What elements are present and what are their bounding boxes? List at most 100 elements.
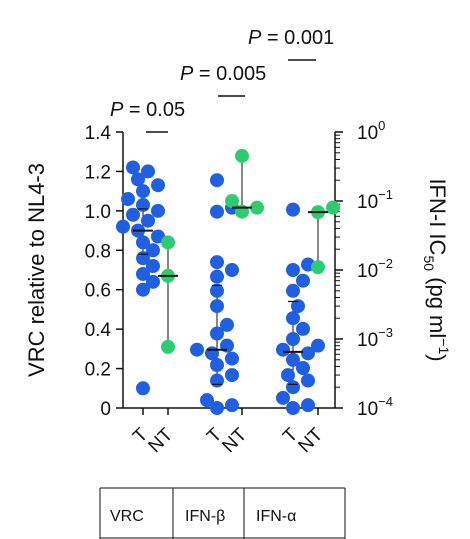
tick-base: 10 <box>357 192 378 213</box>
y-left-tick-label: 0.4 <box>85 320 112 341</box>
point-NT <box>311 260 325 275</box>
point-T <box>210 299 224 314</box>
point-T <box>126 207 140 222</box>
y-left-tick-label: 0.2 <box>85 360 111 381</box>
y-left-tick-label: 0 <box>100 399 111 420</box>
point-T <box>296 273 310 288</box>
p-symbol: P <box>180 63 194 85</box>
point-T <box>210 373 224 388</box>
tick-base: 10 <box>357 123 378 144</box>
p-value-annotation: P = 0.001 <box>248 27 334 49</box>
p-value: = 0.001 <box>261 27 334 49</box>
point-T <box>301 346 315 361</box>
point-T <box>225 263 239 277</box>
point-T <box>141 213 155 228</box>
point-T <box>210 283 224 298</box>
axis-title-part: 50 <box>421 255 437 271</box>
point-T <box>136 197 150 212</box>
y-right-tick-label: 100 <box>357 118 385 144</box>
group-label: VRC <box>110 508 144 525</box>
y-right-tick-label: 10−4 <box>357 394 393 420</box>
point-T <box>210 255 224 270</box>
y-right-tick-label: 10−1 <box>357 187 393 213</box>
point-NT <box>326 200 340 215</box>
y-left-tick-label: 0.8 <box>85 241 111 262</box>
point-T <box>296 360 310 375</box>
point-T <box>286 263 300 277</box>
point-T <box>301 373 315 388</box>
point-T <box>136 282 150 297</box>
x-tick-label: NT <box>144 424 177 457</box>
y-right-tick-label: 10−2 <box>357 256 393 282</box>
point-T <box>190 342 204 357</box>
y-left-tick-label: 1.2 <box>85 162 111 183</box>
point-T <box>210 326 224 341</box>
group-label: IFN-β <box>185 508 225 525</box>
point-T <box>286 311 300 326</box>
point-T <box>281 368 295 383</box>
y-left-axis-title: VRC relative to NL4-3 <box>24 163 49 377</box>
y-left-tick-label: 1.0 <box>85 202 111 223</box>
point-T <box>151 178 165 193</box>
axis-title-part: IFN-I IC <box>425 178 450 255</box>
tick-exponent: −3 <box>378 325 393 340</box>
point-T <box>301 398 315 413</box>
point-T <box>126 160 140 175</box>
point-T <box>220 317 234 332</box>
point-T <box>286 380 300 395</box>
point-T <box>291 299 305 314</box>
y-left-tick-label: 1.4 <box>85 123 112 144</box>
point-T <box>210 269 224 284</box>
point-T <box>136 381 150 396</box>
point-T <box>286 352 300 367</box>
point-T <box>116 219 130 234</box>
point-T <box>286 202 300 217</box>
point-T <box>286 283 300 298</box>
point-T <box>151 203 165 218</box>
point-T <box>311 338 325 353</box>
point-NT <box>235 148 249 163</box>
point-T <box>225 351 239 366</box>
axis-title-part: −1 <box>436 338 452 354</box>
points-layer <box>116 148 340 415</box>
tick-base: 10 <box>357 399 378 420</box>
p-value: = 0.05 <box>123 99 185 121</box>
axis-title-part: ) <box>425 354 450 361</box>
x-tick-label: NT <box>294 424 327 457</box>
x-tick-label: NT <box>218 424 251 457</box>
point-T <box>136 266 150 281</box>
group-label: IFN-α <box>256 508 296 525</box>
point-T <box>210 173 224 188</box>
p-value: = 0.005 <box>193 63 266 85</box>
point-T <box>286 332 300 346</box>
tick-exponent: −2 <box>378 256 393 271</box>
tick-exponent: −4 <box>378 394 393 409</box>
point-T <box>200 393 214 408</box>
point-T <box>210 204 224 219</box>
point-NT <box>250 200 264 215</box>
point-NT <box>225 194 239 208</box>
point-T <box>131 172 145 187</box>
point-T <box>210 357 224 372</box>
point-T <box>286 401 300 415</box>
point-T <box>296 321 310 336</box>
point-T <box>205 346 219 361</box>
tick-exponent: 0 <box>378 118 385 133</box>
point-T <box>136 184 150 199</box>
p-symbol: P <box>110 99 124 121</box>
text-layer: 00.20.40.60.81.01.21.4 10010−110−210−310−… <box>24 27 452 525</box>
y-right-axis-title: IFN-I IC50 (pg ml−1) <box>421 178 452 361</box>
point-T <box>276 342 290 357</box>
point-T <box>225 368 239 383</box>
axis-title-part: (pg ml <box>425 271 450 338</box>
axes-layer <box>99 59 346 539</box>
tick-base: 10 <box>357 330 378 351</box>
point-NT <box>161 339 175 354</box>
p-value-annotation: P = 0.005 <box>180 63 266 85</box>
p-value-annotation: P = 0.05 <box>110 99 185 121</box>
point-NT <box>161 235 175 250</box>
point-T <box>121 192 135 207</box>
point-T <box>210 401 224 415</box>
point-T <box>136 235 150 250</box>
